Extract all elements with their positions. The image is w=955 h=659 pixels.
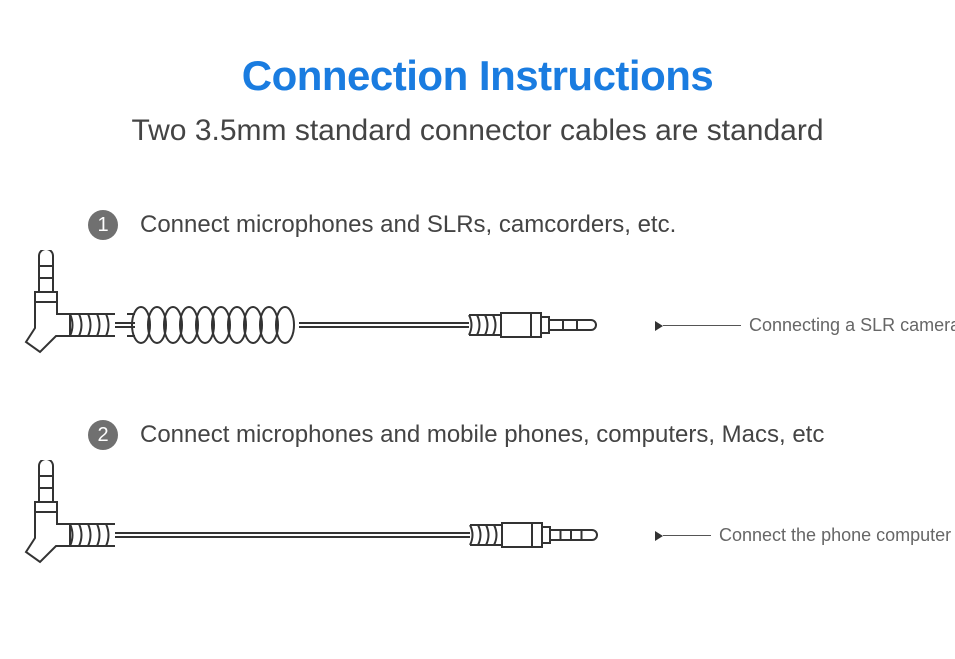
step-2-section: 2 Connect microphones and mobile phones,… bbox=[0, 420, 955, 605]
step-1-row: 1 Connect microphones and SLRs, camcorde… bbox=[88, 210, 955, 240]
callout-arrow-icon bbox=[655, 321, 663, 331]
step-1-badge: 1 bbox=[88, 210, 118, 240]
step-2-row: 2 Connect microphones and mobile phones,… bbox=[88, 420, 955, 450]
page-subtitle: Two 3.5mm standard connector cables are … bbox=[0, 114, 955, 148]
callout-line bbox=[663, 325, 741, 326]
step-2-badge: 2 bbox=[88, 420, 118, 450]
step-2-callout: Connect the phone computer bbox=[655, 525, 951, 546]
callout-line bbox=[663, 535, 711, 536]
page-title: Connection Instructions bbox=[0, 52, 955, 100]
step-2-text: Connect microphones and mobile phones, c… bbox=[140, 421, 824, 449]
step-1-text: Connect microphones and SLRs, camcorders… bbox=[140, 211, 676, 239]
step-2-callout-text: Connect the phone computer bbox=[719, 525, 951, 546]
header: Connection Instructions Two 3.5mm standa… bbox=[0, 0, 955, 148]
step-1-callout: Connecting a SLR camera bbox=[655, 315, 955, 336]
step-1-callout-text: Connecting a SLR camera bbox=[749, 315, 955, 336]
callout-arrow-icon bbox=[655, 531, 663, 541]
step-1-section: 1 Connect microphones and SLRs, camcorde… bbox=[0, 210, 955, 395]
